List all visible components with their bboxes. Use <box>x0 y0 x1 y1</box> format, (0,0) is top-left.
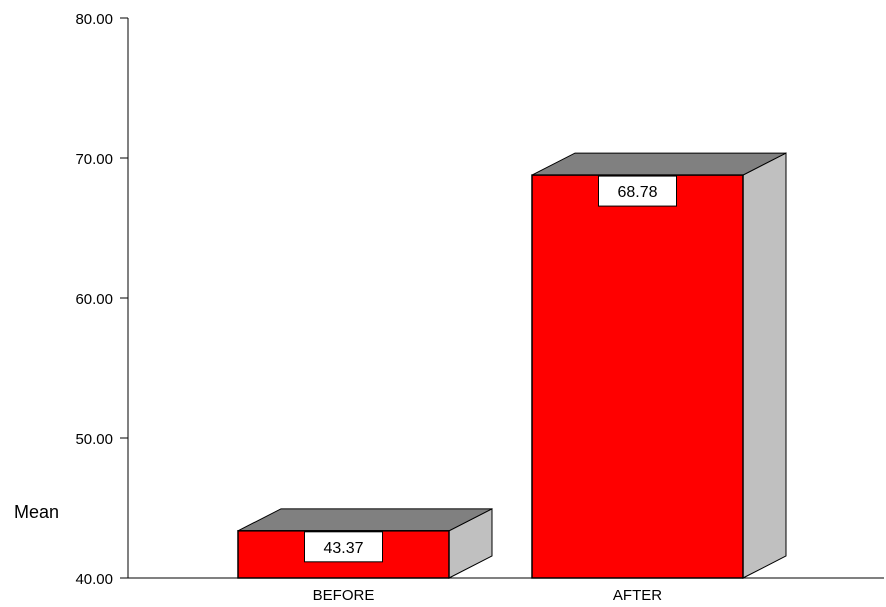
y-tick-label: 70.00 <box>75 151 113 168</box>
y-axis: 40.00 50.00 60.00 70.00 80.00 <box>75 11 129 588</box>
data-label-box <box>598 175 677 207</box>
y-tick-label: 80.00 <box>75 11 113 28</box>
bar-front-face <box>531 174 744 579</box>
y-axis-title: Mean <box>14 502 59 522</box>
bar-top-face <box>237 508 493 532</box>
bar-group: 43.37 68.78 <box>237 152 787 579</box>
data-label: 68.78 <box>617 184 657 201</box>
y-tick-label: 40.00 <box>75 571 113 588</box>
x-axis: BEFORE AFTER <box>128 577 884 604</box>
y-tick-label: 60.00 <box>75 291 113 308</box>
bar-before: 43.37 <box>237 508 493 579</box>
bar-after: 68.78 <box>531 152 787 579</box>
bar-side-face <box>742 152 787 579</box>
bar-top-face <box>531 152 787 176</box>
x-tick-group: BEFORE AFTER <box>313 587 663 604</box>
data-label: 43.37 <box>323 540 363 557</box>
x-tick-label: AFTER <box>613 587 662 604</box>
y-tick-group: 40.00 50.00 60.00 70.00 80.00 <box>75 11 128 588</box>
x-tick-label: BEFORE <box>313 587 375 604</box>
data-label-box <box>304 531 383 563</box>
y-tick-label: 50.00 <box>75 431 113 448</box>
